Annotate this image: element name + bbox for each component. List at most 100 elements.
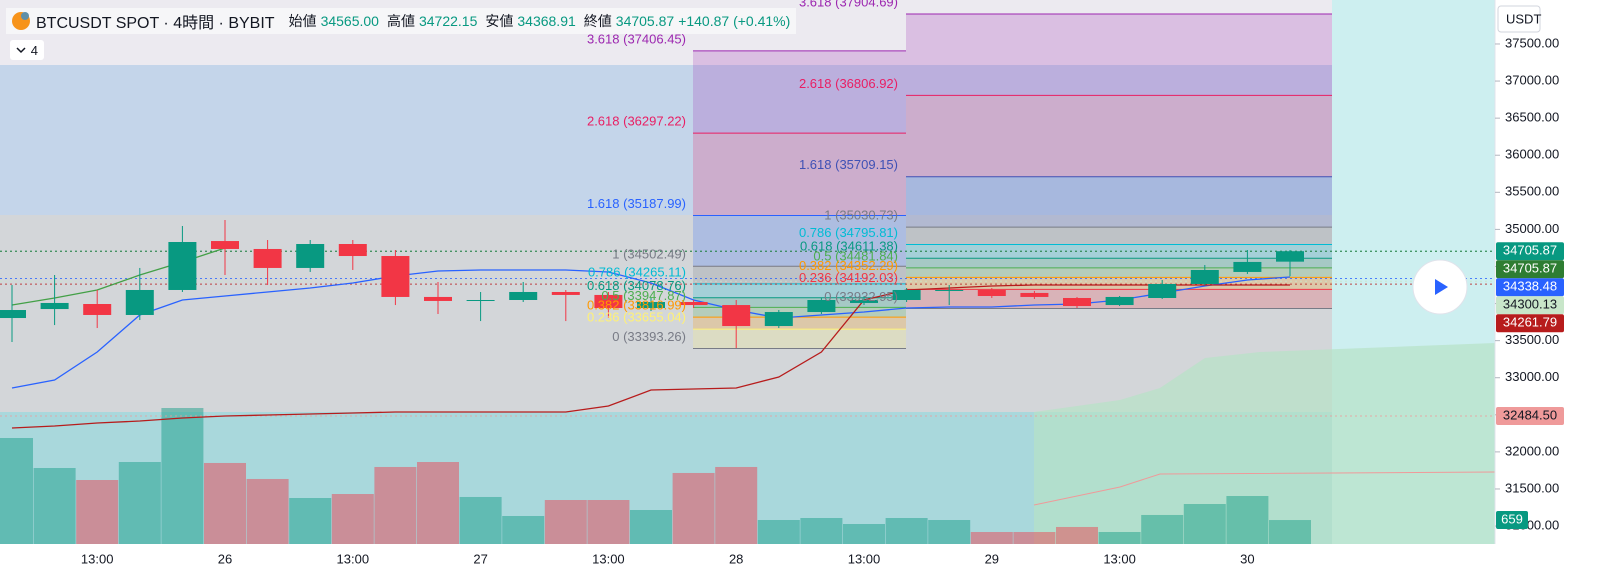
- volume-bar: [161, 408, 204, 544]
- candle-body: [637, 301, 665, 309]
- fib-label: 0.5 (34481.84): [813, 248, 898, 263]
- volume-bar: [1269, 520, 1311, 544]
- price-tag-label: 34705.87: [1503, 243, 1557, 258]
- fib-zone: [906, 277, 1332, 290]
- ohlc-label: 終値: [583, 13, 612, 29]
- y-tick-label: 35500.00: [1505, 184, 1559, 199]
- volume-bar: [374, 466, 417, 544]
- time-axis: [0, 544, 1495, 584]
- candle-body: [807, 299, 836, 313]
- volume-bar: [587, 500, 630, 544]
- candle-body: [1148, 283, 1177, 298]
- y-tick-label: 36500.00: [1505, 110, 1559, 125]
- candle-body: [935, 289, 964, 291]
- y-tick-label: 33000.00: [1505, 369, 1559, 384]
- candle-body: [338, 244, 367, 257]
- ohlc-value: 34722.15: [418, 13, 478, 29]
- fib-zone: [693, 50, 906, 134]
- volume-bar: [1183, 504, 1226, 544]
- price-tag: [1496, 242, 1564, 261]
- volume-bar: [33, 468, 76, 544]
- fib-zone: [693, 307, 906, 318]
- candle-body: [892, 289, 921, 300]
- candle-body: [1063, 297, 1091, 307]
- ohlc-label: 始値: [288, 13, 317, 29]
- price-tag: [1496, 314, 1564, 333]
- currency-box[interactable]: [1497, 5, 1541, 33]
- y-tick-label: 31500.00: [1505, 480, 1559, 495]
- x-tick-label: 13:00: [81, 551, 114, 566]
- fib-label: 3.618 (37406.45): [587, 31, 686, 46]
- candle-body: [1020, 292, 1049, 297]
- x-tick-label: 29: [985, 551, 999, 566]
- candle-body: [1233, 261, 1262, 272]
- candle-body: [850, 299, 878, 303]
- price-tag-label: 32484.50: [1503, 407, 1557, 422]
- volume-bar: [76, 480, 119, 544]
- x-tick-label: 13:00: [337, 551, 370, 566]
- y-tick-label: 36000.00: [1505, 147, 1559, 162]
- volume-bar: [630, 510, 672, 544]
- fib-label: 0.618 (34611.38): [800, 239, 898, 254]
- y-tick-label: 35000.00: [1505, 221, 1559, 236]
- price-tag-label: 34300.13: [1503, 297, 1557, 312]
- play-icon: [1435, 279, 1448, 295]
- price-tag: [1496, 278, 1564, 297]
- candle-body: [977, 289, 1006, 296]
- candle-body: [211, 241, 239, 249]
- fib-label: 0 (33932.95): [824, 289, 898, 304]
- x-tick-label: 13:00: [1103, 551, 1136, 566]
- price-tag-label: 34705.87: [1503, 261, 1557, 276]
- ohlc-value: 34565.00: [320, 13, 379, 29]
- fib-zone: [906, 244, 1332, 259]
- volume-bar: [843, 524, 885, 544]
- fib-zone: [693, 133, 906, 216]
- volume-bar: [800, 518, 843, 544]
- zone: [0, 65, 1495, 215]
- symbol[interactable]: BTCUSDT SPOT · 4時間 · BYBIT: [36, 15, 275, 32]
- currency: USDT: [1506, 11, 1541, 26]
- y-tick-label: 32000.00: [1505, 443, 1559, 458]
- candle-body: [1105, 296, 1134, 306]
- candle-body: [424, 296, 452, 301]
- volume-bar: [204, 462, 246, 544]
- volume-bar: [970, 532, 1013, 544]
- fib-label: 0.236 (33655.04): [587, 310, 686, 325]
- fib-label: 0.382 (33816.99): [587, 298, 686, 313]
- fib-label: 0.5 (33947.87): [601, 288, 686, 303]
- candle-body: [253, 248, 282, 268]
- fib-zone: [906, 258, 1332, 268]
- fib-zone: [906, 13, 1332, 96]
- candle-body: [1276, 251, 1304, 262]
- x-tick-label: 27: [473, 551, 487, 566]
- fib-label: 2.618 (36806.92): [799, 76, 898, 91]
- fib-label: 1.618 (35709.15): [799, 157, 898, 172]
- candle-body: [125, 289, 154, 315]
- fib-zone: [693, 329, 906, 349]
- change: +140.87 (+0.41%): [678, 13, 791, 29]
- fib-zone: [906, 176, 1332, 228]
- fib-zone: [693, 297, 906, 308]
- fib-label: 1 (34502.49): [612, 247, 686, 262]
- fib-zone: [693, 215, 906, 267]
- candle-body: [509, 291, 538, 300]
- cloud: [1034, 343, 1495, 544]
- volume-bar: [715, 466, 758, 544]
- indicator-count: 4: [30, 42, 38, 58]
- price-tag-label: 34338.48: [1503, 279, 1557, 294]
- candle-body: [381, 256, 410, 297]
- coin-icon: [12, 12, 30, 30]
- volume-bar: [544, 500, 587, 544]
- fib-zone: [693, 283, 906, 298]
- candle-body: [466, 299, 495, 301]
- price-tag: [1496, 406, 1564, 425]
- volume-bar: [459, 496, 502, 544]
- volume-bar: [757, 520, 800, 544]
- fib-label: 0.786 (34795.81): [799, 225, 898, 240]
- indicator-toggle[interactable]: 4: [10, 40, 44, 60]
- candle-body: [679, 301, 708, 306]
- volume-bar: [502, 516, 545, 544]
- fib-label: 0.618 (34078.76): [587, 278, 686, 293]
- volume-bar: [331, 494, 374, 544]
